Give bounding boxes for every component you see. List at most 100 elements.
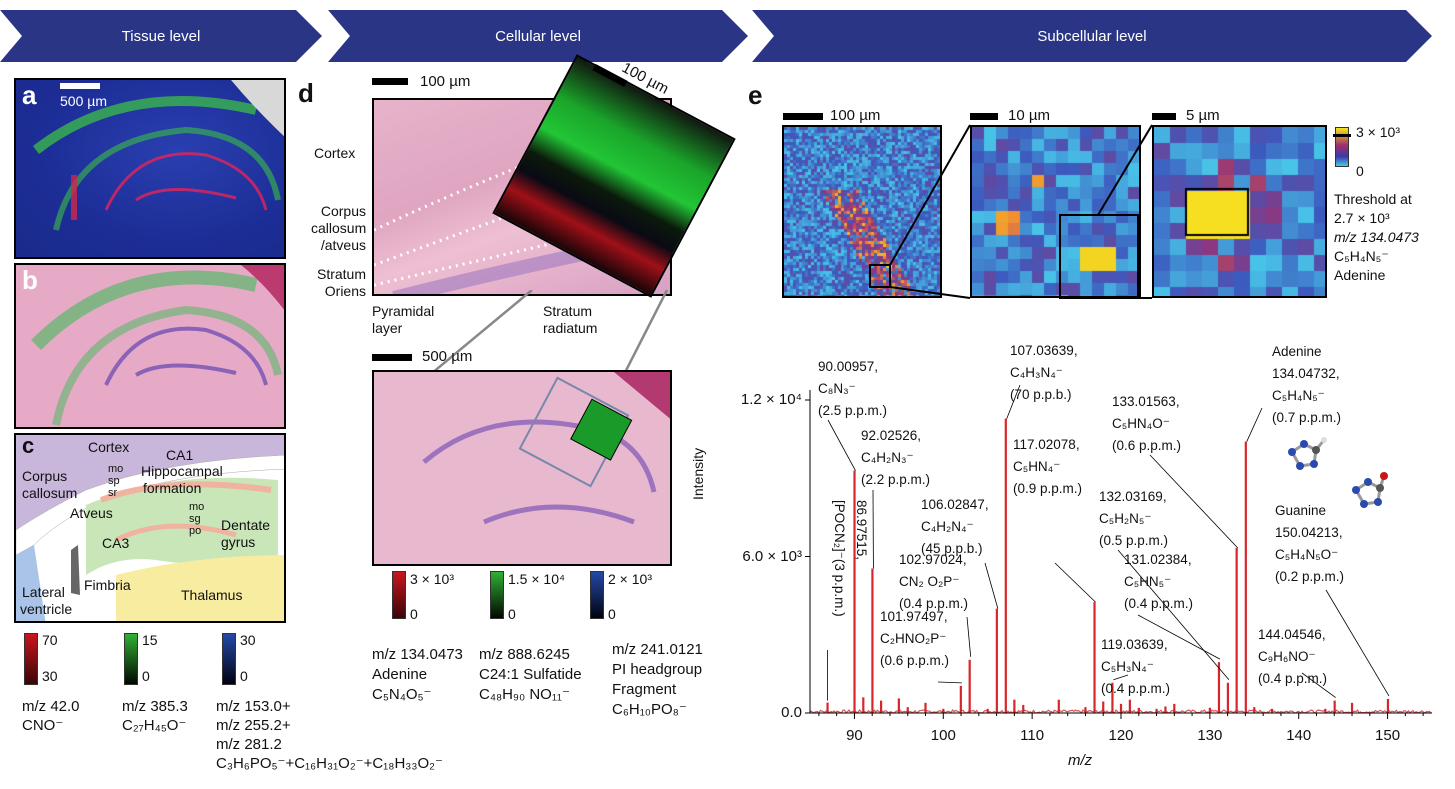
colorbar-max: 1.5 × 10⁴ [508,571,566,587]
peak-annotation: 106.02847, C₄H₂N₄⁻ (45 p.p.b.) [921,494,989,560]
region-cortex: Cortex [88,439,130,455]
colorbar-min: 30 [42,668,58,684]
panel-a-letter: a [22,80,37,110]
baseline-noise [809,708,1432,714]
colorbar-min: 0 [608,606,616,622]
annotation-line: C₄H₂N₄⁻ [921,519,974,534]
region-ca3: CA3 [102,535,130,551]
annotation-line: 131.02384, [1124,552,1192,567]
annotation-line: C₅H₂N₅⁻ [1099,511,1152,526]
region-hippocampal-2: formation [143,480,202,496]
annotation-line: C₉H₆NO⁻ [1258,649,1316,664]
annotation-line: 150.04213, [1275,525,1343,540]
annotation-leader-line [1137,614,1221,660]
annotation-leader-line [1006,384,1021,419]
scalebar-10um [970,113,998,120]
threshold-info: Threshold at 2.7 × 10³ m/z 134.0473 C₅H₄N₅⁻… [1334,191,1419,283]
region-hippocampal-1: Hippocampal [141,463,223,479]
annotation-line: (0.6 p.p.m.) [1112,438,1182,453]
annotation-line: 117.02078, [1013,437,1080,452]
annotation-leader-line [937,681,962,684]
region-sg: sg [189,513,201,525]
annotation-line: C₅H₃N₄⁻ [1101,659,1154,674]
annotation-line: CN₂ O₂P⁻ [899,574,960,589]
annotation-line: 90.00957, [818,359,879,374]
subcellular-level-banner: Subcellular level [752,10,1432,62]
region-mo-2: mo [189,501,205,513]
annotation-line: 86.97515, [854,500,869,561]
annotation-leader-line [1246,407,1263,442]
annotation-line: 133.01563, [1112,394,1180,409]
annotation-line: 119.03639, [1101,637,1168,652]
annotation-line: 92.02526, [861,428,922,443]
peak-annotation: 107.03639, C₄H₃N₄⁻ (70 p.p.b.) [1010,340,1078,406]
panel-c-anatomy-diagram: Cortex Corpus callosum mo sp sr CA1 Hipp… [14,433,286,623]
peak-annotation: 102.97024, CN₂ O₂P⁻ (0.4 p.p.m.) [899,549,968,615]
annotation-line: (0.4 p.p.m.) [1258,671,1328,686]
y-tick-label: 0.0 [781,704,802,721]
colorbar-min: 0 [410,606,418,622]
layer-pyramidal: Pyramidal layer [372,303,435,336]
subcellular-colorbar [1335,127,1349,167]
y-tick-label: 6.0 × 10³ [742,547,802,565]
panel-a-scalebar-label: 500 µm [60,93,107,109]
y-tick-label: 1.2 × 10⁴ [740,391,802,408]
peak-annotation: 144.04546, C₉H₆NO⁻ (0.4 p.p.m.) [1258,624,1327,690]
annotation-line: (0.4 p.p.m.) [1124,596,1194,611]
scalebar-100um [783,113,823,120]
annotation-leader-line [1301,672,1336,698]
tissue-level-label: Tissue level [121,27,201,45]
annotation-line: (0.2 p.p.m.) [1275,569,1345,584]
tissue-level-banner: Tissue level [0,10,322,62]
layer-cortex: Cortex [314,145,356,161]
annotation-line: 101.97497, [880,609,948,624]
peak-annotation: 132.03169, C₅H₂N₅⁻ (0.5 p.p.m.) [1099,486,1168,552]
panel-d-he-overview-image [372,370,672,566]
panel-d-scalebar-bottom [372,354,412,361]
x-tick-label: 110 [1020,727,1045,744]
peak-annotation: 101.97497, C₂HNO₂P⁻ (0.6 p.p.m.) [880,606,949,672]
zoom-connector-lines-e [869,124,1153,299]
colorbar-caption: m/z 888.6245 C24:1 Sulfatide C₄₈H₉₀ NO₁₁⁻ [479,646,582,703]
colorbar-max: 2 × 10³ [608,571,652,587]
colorbar-caption: m/z 241.0121 PI headgroup Fragment C₆H₁₀PO₈… [612,641,703,718]
panel-e-letter: e [748,80,763,110]
colorbar-caption: m/z 134.0473 Adenine C₅N₄O₅⁻ [372,646,463,703]
annotation-line: C₅HN₄O⁻ [1112,416,1170,431]
annotation-line: (0.5 p.p.m.) [1099,533,1169,548]
annotation-line: (70 p.p.b.) [1010,387,1072,402]
annotation-line: C₂HNO₂P⁻ [880,631,947,646]
region-atveus: Atveus [70,505,113,521]
annotation-line: (0.4 p.p.m.) [1101,681,1171,696]
annotation-line: 134.04732, [1272,366,1340,381]
overview-overlay [422,372,670,525]
guanine-molecule-icon [1352,472,1388,508]
adenine-molecule-icon [1288,437,1327,470]
colorbar-caption: m/z 42.0 CNO⁻ [22,698,80,734]
peak-annotation: 117.02078, C₅HN₄⁻ (0.9 p.p.m.) [1013,434,1082,500]
layer-corpus-callosum: Corpus callosum/atveus [311,203,367,253]
subcellular-level-label: Subcellular level [1037,27,1147,45]
annotation-leader-line [966,616,972,657]
annotation-leader-line [1325,589,1390,697]
scalebar-100um-label: 100 µm [830,107,881,124]
colorbar-min: 0 [240,668,248,684]
region-sr: sr [108,487,118,499]
colorbar-min: 0 [142,668,150,684]
colorbar-caption: m/z 153.0+ m/z 255.2+ m/z 281.2 C₃H₆PO₅⁻+C₁… [216,698,443,772]
region-ca1: CA1 [166,447,194,463]
panel-b-overlay-image [14,263,286,429]
panel-a-overlay [32,80,284,231]
annotation-line: (2.5 p.p.m.) [818,403,888,418]
annotation-line: C₄H₃N₄⁻ [1010,365,1063,380]
annotation-line: (45 p.p.b.) [921,541,983,556]
x-tick-label: 90 [846,727,863,744]
panel-d-letter: d [298,78,314,108]
layer-stratum-radiatum: Stratum radiatum [543,303,598,336]
x-tick-label: 120 [1108,727,1134,744]
peak-annotation: 133.01563, C₅HN₄O⁻ (0.6 p.p.m.) [1112,391,1181,457]
annotation-line: 102.97024, [899,552,967,567]
subcellular-image-100um [782,125,942,298]
annotation-line: 107.03639, [1010,343,1078,358]
